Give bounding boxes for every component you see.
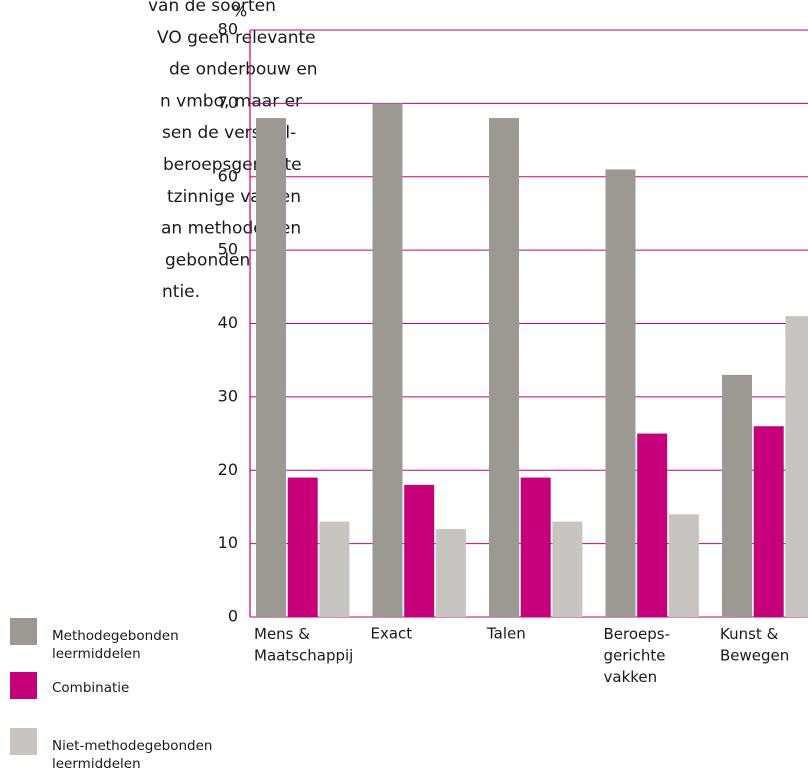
bar: [605, 169, 636, 617]
body-text-line: ntie.: [162, 282, 200, 302]
bar: [435, 528, 466, 617]
y-tick-label: 50: [218, 240, 238, 259]
y-tick-label: 70: [218, 93, 238, 112]
x-tick-label: Beroeps-gerichte vakken: [604, 625, 671, 686]
body-text-line: van de soorten: [148, 0, 276, 16]
legend-swatch: [10, 618, 37, 645]
bar: [319, 521, 350, 617]
x-tick-label: Mens & Maatschappij: [254, 625, 353, 665]
bar: [753, 426, 784, 617]
x-tick-label: Talen: [486, 625, 526, 643]
y-tick-label: 30: [218, 386, 238, 405]
bar: [489, 118, 519, 618]
y-tick-label: 10: [218, 533, 238, 552]
bar: [785, 316, 808, 617]
bar: [404, 484, 435, 617]
bar: [552, 521, 583, 617]
bar: [668, 514, 699, 617]
body-text-line: de onderbouw en: [169, 60, 318, 80]
y-tick-label: 60: [218, 166, 238, 185]
y-tick-label: 0: [228, 607, 238, 626]
legend-swatch: [10, 672, 37, 699]
legend-swatch: [10, 728, 37, 755]
bar: [256, 118, 286, 618]
body-text-line: VO geen relevante: [157, 28, 316, 48]
bar: [372, 103, 403, 617]
bar: [722, 374, 752, 617]
y-tick-label: 20: [218, 460, 238, 479]
body-text-line: gebonden: [165, 250, 250, 270]
x-tick-label: Exact: [371, 625, 413, 643]
bar: [520, 477, 551, 617]
body-text-line: n vmbo, maar er: [160, 91, 302, 111]
legend-label: Niet-methodegebonden leermiddelen: [52, 738, 212, 772]
legend-label: Combinatie: [52, 680, 129, 696]
bar: [287, 477, 318, 617]
legend-label: Methodegebonden leermiddelen: [52, 628, 179, 662]
y-unit: %: [232, 2, 247, 21]
y-tick-label: 40: [218, 313, 238, 332]
y-tick-label: 80: [218, 20, 238, 39]
bar: [637, 433, 668, 617]
x-tick-label: Kunst & Bewegen: [720, 625, 789, 665]
